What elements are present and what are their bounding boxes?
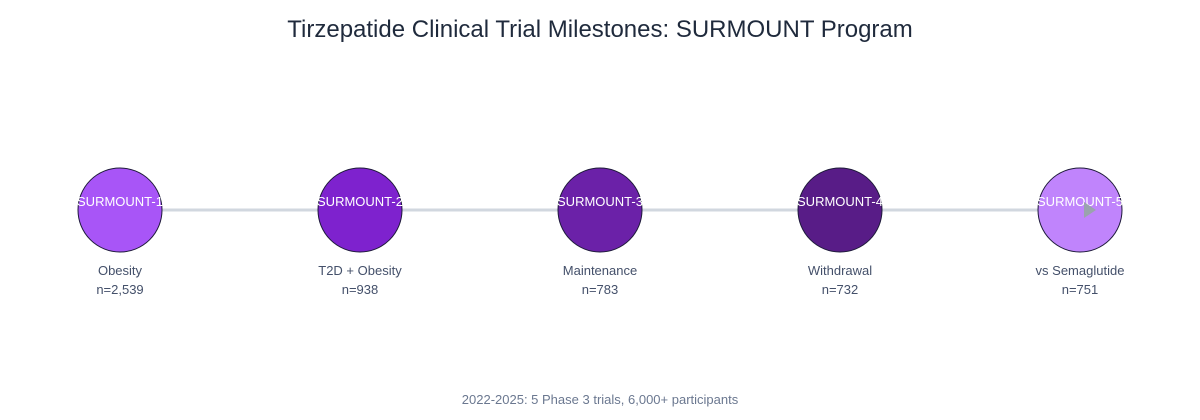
milestone-description: Obesity <box>98 263 143 278</box>
milestone-node-1 <box>77 167 163 253</box>
milestone-group: SURMOUNT-1 Obesity n=2,539 SURMOUNT-2 T2D + … <box>77 167 1125 297</box>
milestone-description: Withdrawal <box>808 263 872 278</box>
milestone-description: T2D + Obesity <box>318 263 402 278</box>
milestone-description: vs Semaglutide <box>1036 263 1125 278</box>
milestone-name: SURMOUNT-1 <box>77 194 163 209</box>
page-title: Tirzepatide Clinical Trial Milestones: S… <box>287 16 913 43</box>
milestone-participants: n=2,539 <box>96 282 143 297</box>
milestone-node-5 <box>1037 167 1123 253</box>
milestone-participants: n=938 <box>342 282 379 297</box>
footer-note: 2022-2025: 5 Phase 3 trials, 6,000+ part… <box>461 392 739 407</box>
milestone-name: SURMOUNT-5 <box>1037 194 1123 209</box>
milestone-node-3 <box>557 167 643 253</box>
milestone-name: SURMOUNT-4 <box>797 194 883 209</box>
milestone-participants: n=751 <box>1062 282 1099 297</box>
timeline-arrow-icon <box>1084 202 1096 218</box>
milestone-name: SURMOUNT-2 <box>317 194 403 209</box>
milestone-node-4 <box>797 167 883 253</box>
milestone-name: SURMOUNT-3 <box>557 194 643 209</box>
milestone-node-2 <box>317 167 403 253</box>
milestone-participants: n=732 <box>822 282 859 297</box>
milestone-description: Maintenance <box>563 263 637 278</box>
milestone-participants: n=783 <box>582 282 619 297</box>
